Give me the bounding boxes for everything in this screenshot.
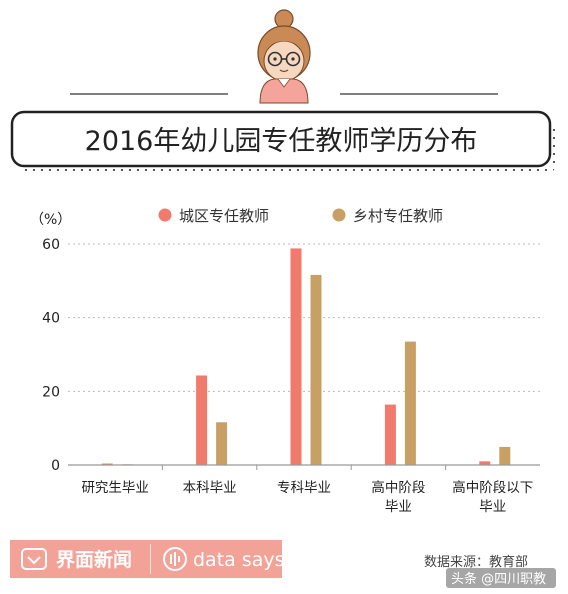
y-tick-labels: 0 20 40 60 (42, 237, 60, 474)
data-source: 数据来源：教育部 (424, 554, 528, 570)
bar-rural (499, 446, 511, 465)
bar-urban (479, 461, 491, 465)
y-tick-label: 60 (42, 237, 60, 253)
bars (101, 248, 511, 466)
bar-rural (404, 341, 416, 465)
legend: 城区专任教师 乡村专任教师 (158, 207, 443, 225)
category-label: 本科毕业 (183, 480, 237, 496)
category-label: 高中阶段以下 (452, 479, 533, 496)
footer-brand: 界面新闻 (56, 548, 132, 571)
legend-label-urban: 城区专任教师 (179, 207, 269, 225)
footer-bar (10, 540, 282, 578)
y-tick-label: 20 (42, 384, 60, 400)
gridlines (68, 243, 540, 392)
legend-swatch-rural (332, 208, 346, 222)
chart-title: 2016年幼儿园专任教师学历分布 (85, 126, 478, 157)
bar-urban (290, 248, 302, 465)
category-label: 高中阶段 (371, 479, 425, 496)
bar-urban (196, 375, 208, 465)
footer-divider (150, 544, 151, 574)
bar-urban (384, 404, 396, 465)
bar-rural (216, 422, 228, 465)
category-label: 研究生毕业 (81, 480, 149, 496)
footer-tagline: data says (193, 549, 285, 571)
legend-label-rural: 乡村专任教师 (353, 207, 443, 225)
watermark-backdrop (446, 568, 556, 588)
x-tick-marks (161, 465, 447, 470)
y-tick-label: 40 (42, 311, 60, 327)
legend-swatch-urban (158, 208, 172, 222)
bar-rural (310, 274, 322, 465)
category-label: 专科毕业 (277, 480, 331, 496)
title-box (10, 110, 552, 168)
y-axis-unit: （%） (30, 212, 71, 228)
cartoon-girl-avatar-icon (257, 9, 311, 104)
category-label: 毕业 (385, 499, 412, 515)
category-label: 毕业 (479, 499, 506, 515)
y-tick-label: 0 (51, 458, 60, 474)
jiemian-logo-icon (21, 548, 47, 570)
bar-urban (101, 463, 113, 465)
data-says-logo-icon (163, 547, 187, 571)
watermark: 头条 @四川职教 (451, 571, 546, 587)
